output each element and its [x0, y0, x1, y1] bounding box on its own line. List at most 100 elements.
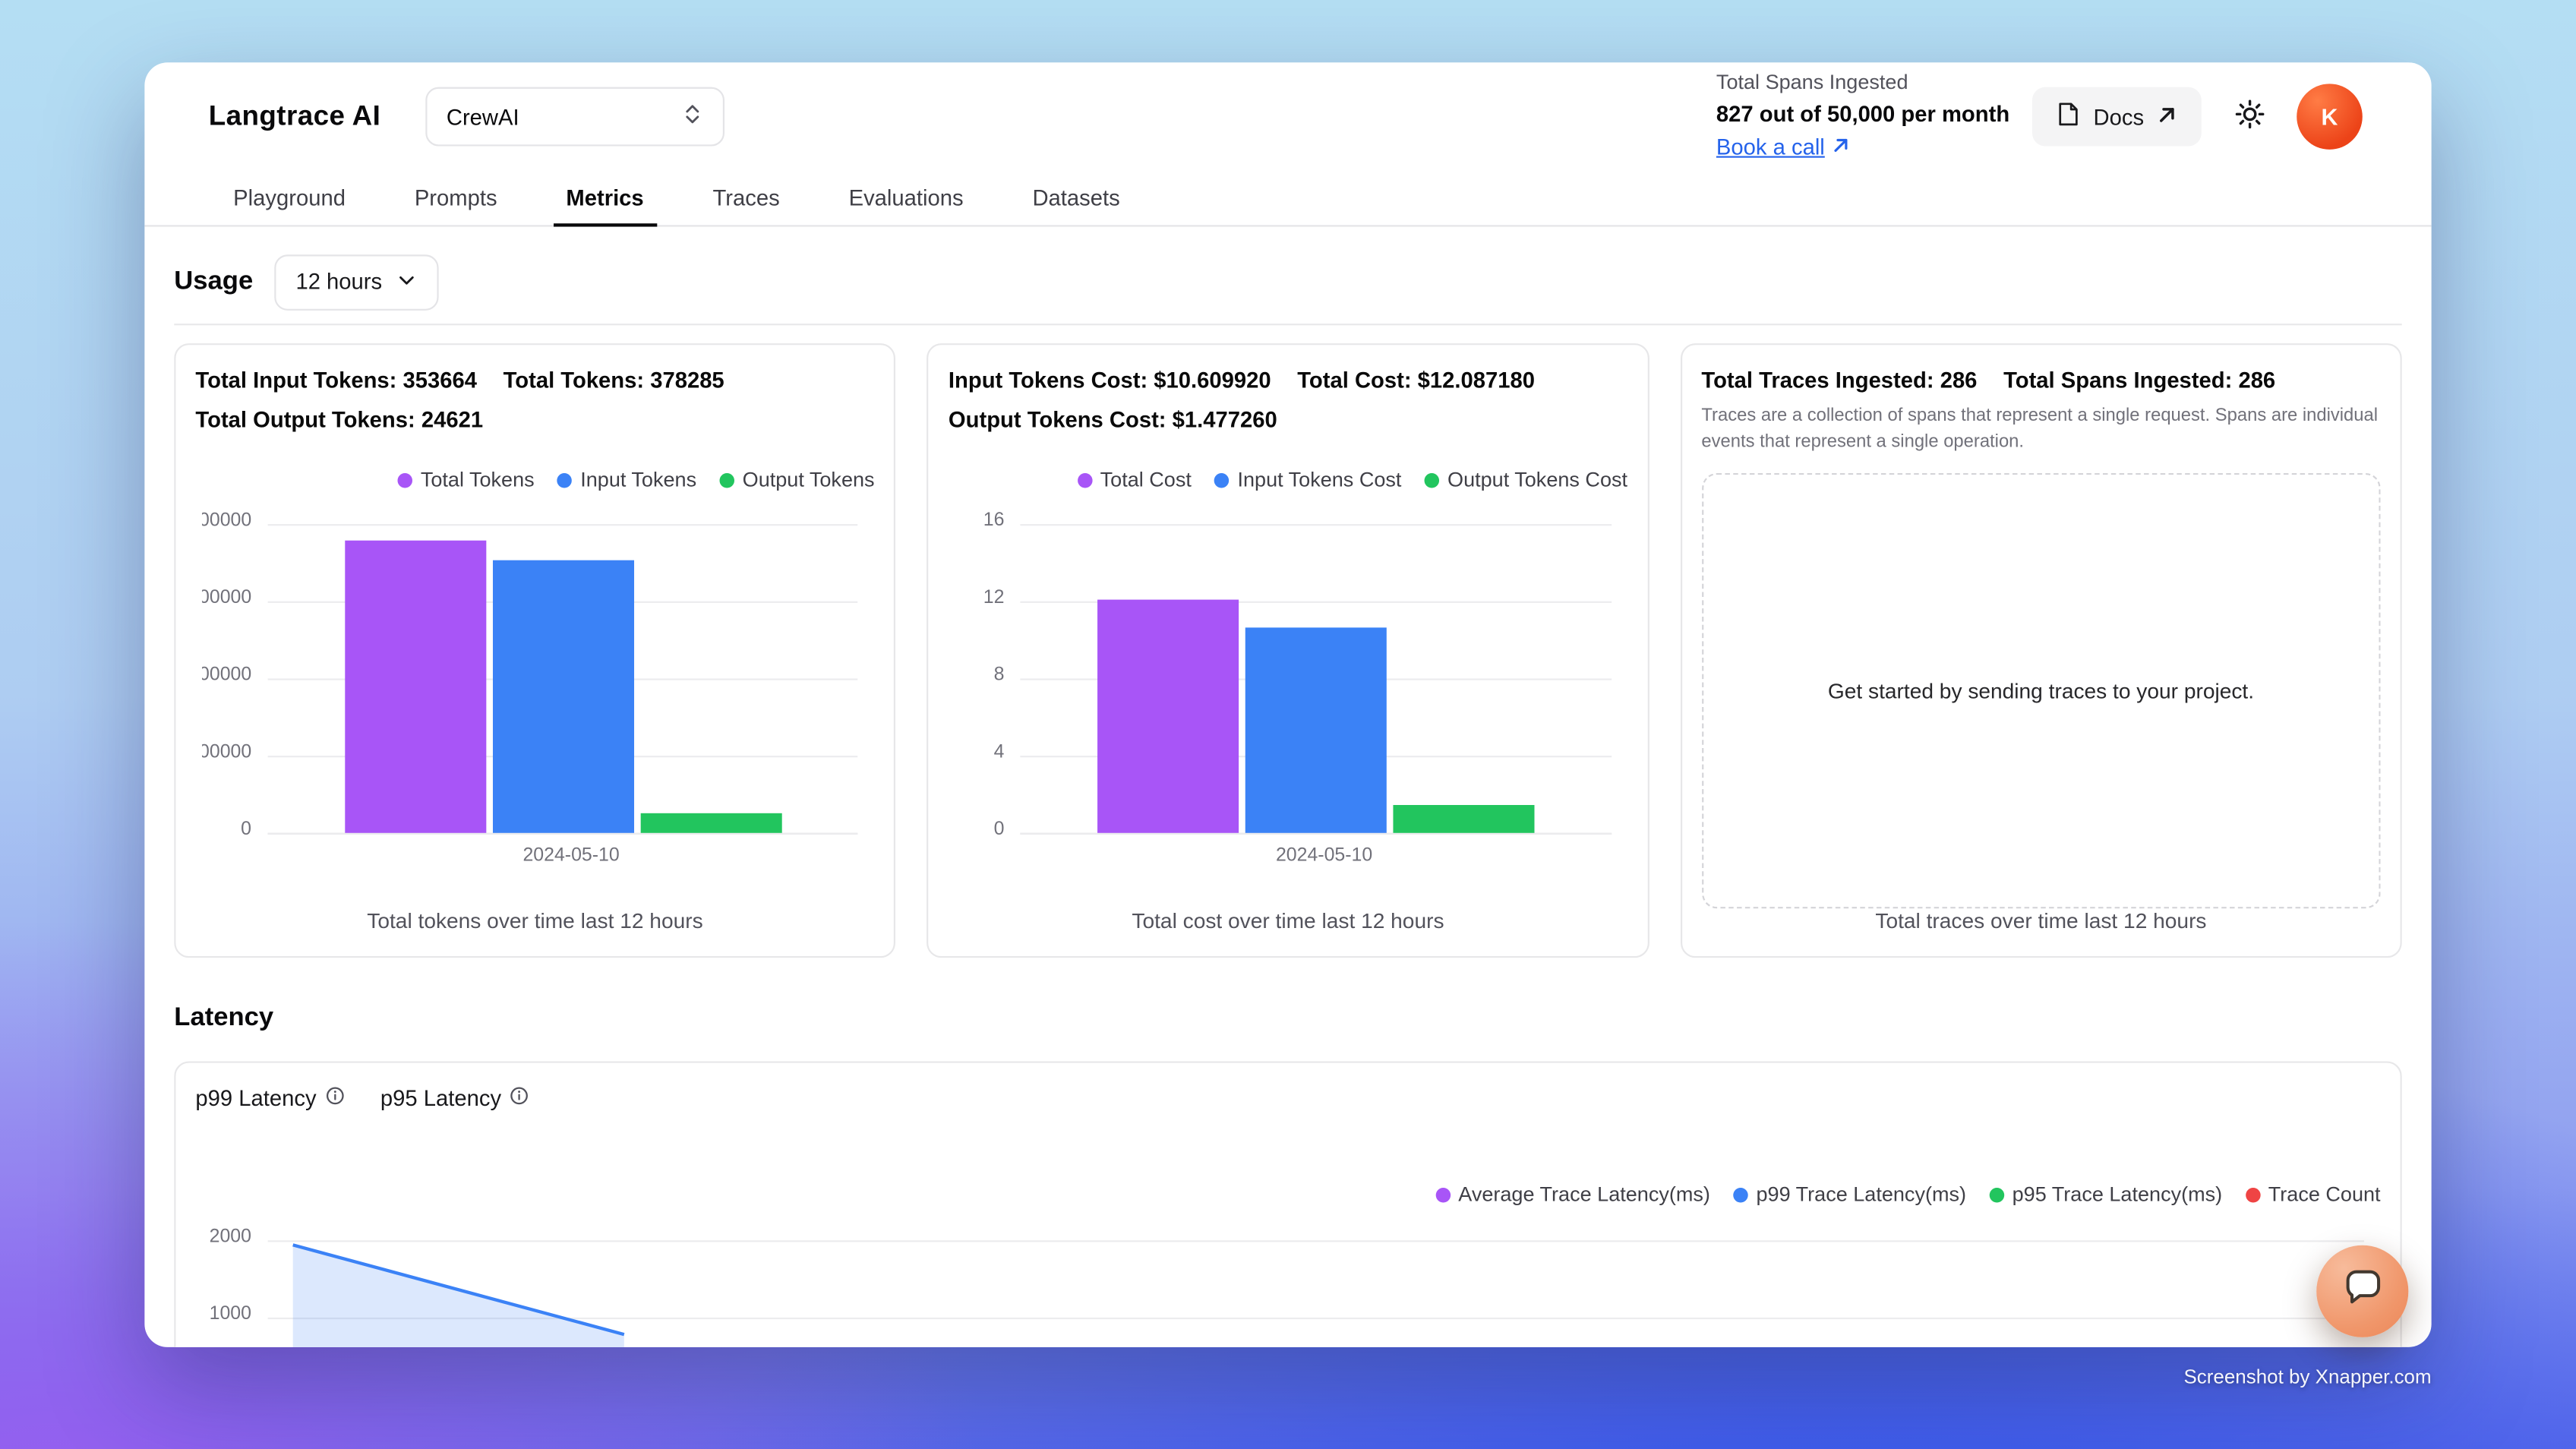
tab-playground[interactable]: Playground: [233, 185, 346, 210]
y-tick-label: 4: [993, 742, 1005, 762]
gridline: [267, 1317, 2364, 1320]
x-axis-label: 2024-05-10: [522, 846, 620, 867]
project-selector[interactable]: CrewAI: [425, 87, 724, 147]
tabs: Playground Prompts Metrics Traces Evaluation…: [144, 171, 2432, 227]
cost-card: Input Tokens Cost: $10.609920 Total Cost…: [927, 343, 1649, 958]
avatar[interactable]: K: [2297, 84, 2363, 150]
time-range-selector[interactable]: 12 hours: [274, 254, 438, 310]
latency-card: p99 Latency p95 Latency Average Trace La…: [174, 1061, 2402, 1347]
latency-toggles: p99 Latency p95 Latency: [195, 1086, 2380, 1110]
y-tick-label: 0: [241, 819, 251, 840]
avatar-initial: K: [2321, 103, 2338, 130]
chevron-down-icon: [395, 269, 416, 295]
gridline: [267, 1240, 2364, 1242]
bar-input-tokens-cost: [1245, 628, 1387, 833]
legend-dot: [2245, 1186, 2260, 1202]
y-tick-label: 1000: [209, 1304, 251, 1324]
latency-heading: Latency: [174, 1003, 274, 1032]
legend-item: Trace Count: [2245, 1183, 2381, 1206]
y-tick-label: 100000: [202, 742, 251, 762]
docs-button[interactable]: Docs: [2032, 87, 2202, 147]
legend-item: p95 Trace Latency(ms): [1989, 1183, 2222, 1206]
usage-cards-row: Total Input Tokens: 353664 Total Tokens:…: [174, 343, 2402, 958]
traces-chart-caption: Total traces over time last 12 hours: [1875, 908, 2207, 933]
y-tick-label: 2000: [209, 1226, 251, 1247]
project-selector-value: CrewAI: [446, 104, 519, 129]
tokens-chart-legend: Total Tokens Input Tokens Output Tokens: [195, 469, 875, 491]
plot: 400000 300000 200000 100000 0: [202, 511, 858, 839]
gridline: [1021, 524, 1612, 526]
gridline: [267, 524, 858, 526]
stat-total-traces-ingested: Total Traces Ingested: 286: [1701, 368, 1978, 393]
gridline: [1021, 601, 1612, 603]
y-tick-label: 0: [993, 819, 1005, 840]
tab-datasets[interactable]: Datasets: [1032, 185, 1120, 210]
x-axis-label: 2024-05-10: [1275, 846, 1373, 867]
book-a-call-link[interactable]: Book a call: [1716, 132, 1849, 166]
docs-button-label: Docs: [2093, 104, 2145, 129]
y-tick-label: 12: [983, 588, 1005, 608]
bar-output-tokens: [639, 813, 781, 833]
stat-total-spans-ingested: Total Spans Ingested: 286: [2003, 368, 2276, 393]
legend-dot: [557, 472, 573, 488]
usage-section-header: Usage 12 hours: [174, 240, 2402, 326]
stat-output-tokens-cost: Output Tokens Cost: $1.477260: [948, 407, 1277, 432]
traces-card: Total Traces Ingested: 286 Total Spans I…: [1680, 343, 2402, 958]
spans-usage-value: 827 out of 50,000 per month: [1716, 102, 2010, 127]
langtrace-app-window: Langtrace AI CrewAI Total Spans Ingested…: [144, 62, 2432, 1347]
legend-item: Output Tokens: [719, 469, 875, 491]
p99-latency-toggle[interactable]: p99 Latency: [195, 1086, 344, 1110]
document-icon: [2057, 102, 2080, 131]
stat-total-tokens: Total Tokens: 378285: [503, 368, 724, 393]
cost-chart: 16 12 8 4 0 2024-05-10: [949, 511, 1627, 867]
chat-bubble-icon: [2341, 1265, 2385, 1318]
app-header: Langtrace AI CrewAI Total Spans Ingested…: [144, 62, 2431, 171]
bar-output-tokens-cost: [1393, 804, 1535, 833]
tokens-chart-caption: Total tokens over time last 12 hours: [367, 908, 703, 933]
tab-prompts[interactable]: Prompts: [414, 185, 497, 210]
watermark: Screenshot by Xnapper.com: [2183, 1365, 2432, 1388]
traces-empty-text: Get started by sending traces to your pr…: [1827, 678, 2255, 703]
traces-empty-state: Get started by sending traces to your pr…: [1701, 472, 2381, 909]
stat-total-cost: Total Cost: $12.087180: [1297, 368, 1535, 393]
latency-chart-legend: Average Trace Latency(ms) p99 Trace Laten…: [195, 1183, 2381, 1206]
plot: 16 12 8 4 0: [983, 511, 1612, 839]
tab-metrics[interactable]: Metrics: [553, 171, 658, 227]
tab-evaluations[interactable]: Evaluations: [848, 185, 964, 210]
traces-description: Traces are a collection of spans that re…: [1701, 406, 2379, 452]
cost-chart-legend: Total Cost Input Tokens Cost Output Tokens…: [949, 469, 1627, 491]
bar-group: [1021, 524, 1611, 833]
tab-traces[interactable]: Traces: [712, 185, 780, 210]
legend-item: Average Trace Latency(ms): [1435, 1183, 1710, 1206]
legend-dot: [1989, 1186, 2004, 1202]
legend-dot: [1435, 1186, 1451, 1202]
y-tick-label: 16: [983, 510, 1005, 531]
bar-total-tokens: [344, 541, 486, 833]
stat-total-input-tokens: Total Input Tokens: 353664: [195, 368, 477, 393]
bar-input-tokens: [492, 560, 634, 833]
legend-dot: [1733, 1186, 1748, 1202]
chat-launcher[interactable]: [2316, 1245, 2409, 1337]
legend-dot: [1214, 472, 1230, 488]
y-tick-label: 200000: [202, 665, 251, 686]
chevron-up-down-icon: [681, 103, 702, 130]
tokens-chart: 400000 300000 200000 100000 0 2024-05-10: [195, 511, 874, 867]
legend-item: Total Tokens: [397, 469, 535, 491]
arrow-up-right-icon: [1831, 132, 1849, 166]
bar-total-cost: [1097, 599, 1239, 833]
p95-latency-toggle[interactable]: p95 Latency: [380, 1086, 529, 1110]
arrow-up-right-icon: [2157, 104, 2177, 128]
legend-item: Total Cost: [1077, 469, 1192, 491]
stat-input-tokens-cost: Input Tokens Cost: $10.609920: [948, 368, 1271, 393]
latency-chart: 2000 1000: [195, 1226, 2380, 1347]
time-range-value: 12 hours: [295, 269, 383, 295]
legend-item: Output Tokens Cost: [1424, 469, 1627, 491]
tokens-card: Total Input Tokens: 353664 Total Tokens:…: [174, 343, 896, 958]
legend-item: Input Tokens Cost: [1214, 469, 1401, 491]
bar-group: [268, 524, 858, 833]
info-icon: [324, 1086, 344, 1110]
theme-toggle-button[interactable]: [2220, 87, 2279, 147]
y-tick-label: 8: [993, 665, 1005, 686]
latency-area-series: [292, 1243, 625, 1347]
